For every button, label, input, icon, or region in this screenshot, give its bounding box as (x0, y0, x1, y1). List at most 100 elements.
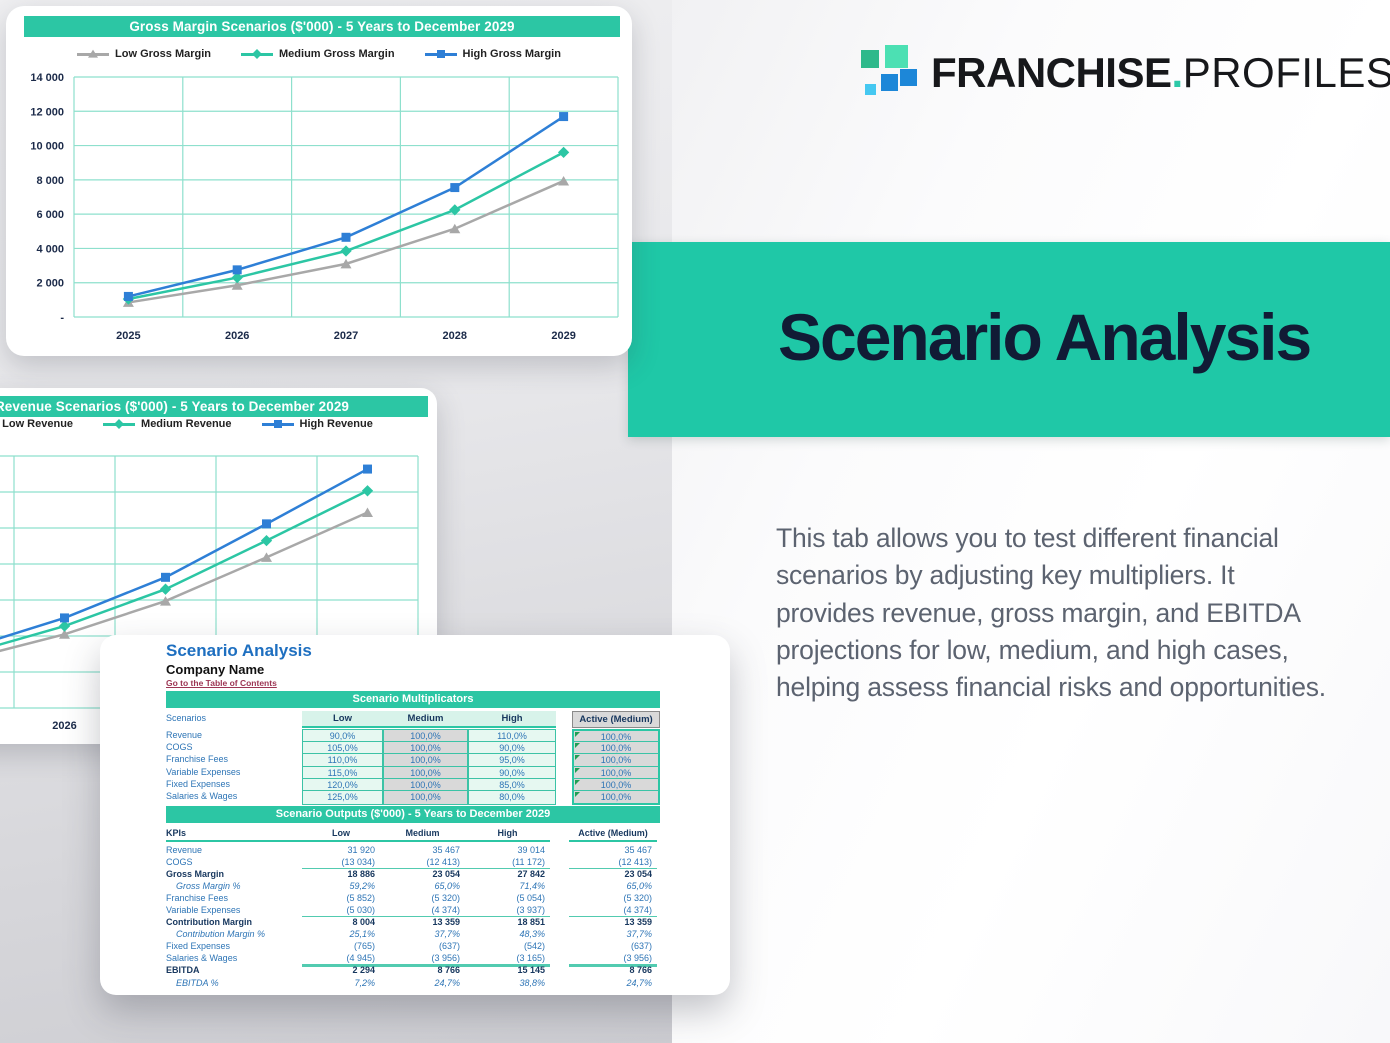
spacer (550, 868, 569, 880)
svg-text:2027: 2027 (334, 330, 358, 342)
value-active: (3 956) (569, 952, 657, 968)
row-label: Fixed Expenses (166, 778, 231, 789)
value-medium: (12 413) (380, 856, 465, 870)
value-high: (11 172) (465, 856, 550, 870)
gross-margin-chart-legend: Low Gross Margin Medium Gross Margin High … (6, 48, 632, 60)
kpi-label: Fixed Expenses (166, 941, 231, 952)
multiplier-cell-medium[interactable]: 100,0% (383, 789, 468, 806)
multiplier-cell-active[interactable]: 100,0% (572, 777, 660, 792)
hero-band: Scenario Analysis (628, 242, 1390, 437)
background-right (672, 0, 1390, 1043)
value-medium: (4 374) (380, 904, 465, 918)
gross-margin-chart-title: Gross Margin Scenarios ($'000) - 5 Years… (24, 16, 620, 37)
table-row: Gross Margin % 59,2% 65,0% 71,4% 65,0% (166, 880, 660, 892)
column-header-active: Active (Medium) (572, 711, 660, 728)
value-medium: 65,0% (434, 881, 460, 892)
kpi-label: EBITDA (166, 965, 200, 976)
column-header-high: High (465, 826, 550, 842)
value-medium: (3 956) (380, 952, 465, 968)
kpi-label: Revenue (166, 845, 203, 855)
value-active: 23 054 (624, 869, 652, 880)
svg-text:6 000: 6 000 (36, 209, 64, 221)
outputs-header-row: KPIs Low Medium High Active (Medium) (166, 826, 660, 842)
column-header-medium: Medium (380, 826, 465, 842)
legend-label: Medium Gross Margin (279, 48, 395, 60)
value-active: (4 374) (569, 904, 657, 918)
multiplier-cell-active[interactable]: 100,0% (572, 789, 660, 806)
svg-text:2026: 2026 (225, 330, 249, 342)
table-row: Franchise Fees (5 852) (5 320) (5 054) (5 32… (166, 892, 660, 904)
svg-text:8 000: 8 000 (36, 175, 64, 187)
table-of-contents-link[interactable]: Go to the Table of Contents (166, 678, 277, 688)
svg-text:2026: 2026 (52, 720, 76, 732)
square-marker-icon (261, 420, 294, 428)
legend-label: High Revenue (299, 418, 373, 430)
spacer (550, 977, 569, 989)
svg-text:14 000: 14 000 (30, 72, 64, 84)
kpi-label: EBITDA % (176, 977, 219, 988)
value-high: (3 165) (465, 952, 550, 968)
value-active: 37,7% (626, 929, 652, 940)
value-low: (4 945) (302, 952, 380, 968)
column-header-scenarios: Scenarios (166, 713, 207, 723)
svg-text:2029: 2029 (551, 330, 575, 342)
legend-item: Low Revenue (0, 418, 73, 430)
value-active: 24,7% (626, 977, 652, 988)
spacer (550, 964, 569, 976)
table-row: Revenue 90,0% 100,0% 110,0% 100,0% (166, 729, 660, 745)
legend-label: High Gross Margin (462, 48, 561, 60)
column-header-medium: Medium (383, 711, 468, 728)
brand-word-profiles: PROFILES (1182, 49, 1390, 96)
sheet-company-name: Company Name (166, 662, 265, 677)
value-low: 59,2% (349, 881, 375, 892)
kpi-label: COGS (166, 857, 193, 868)
column-header-kpis: KPIs (166, 826, 302, 842)
table-row: COGS 105,0% 100,0% 90,0% 100,0% (166, 741, 660, 756)
spacer (550, 844, 569, 856)
svg-text:12 000: 12 000 (30, 106, 64, 118)
value-low: 8 004 (352, 917, 375, 928)
value-medium: (5 320) (431, 893, 460, 904)
table-row: COGS (13 034) (12 413) (11 172) (12 413) (166, 856, 660, 870)
value-medium: 24,7% (434, 977, 460, 988)
kpi-label: Variable Expenses (166, 905, 241, 916)
spacer (550, 826, 569, 842)
value-medium: 35 467 (432, 845, 460, 855)
value-high: (3 937) (465, 904, 550, 918)
scenario-sheet-card: Scenario Analysis Company Name Go to the… (100, 635, 730, 995)
outputs-table: KPIs Low Medium High Active (Medium) Revenue 3… (166, 826, 660, 989)
value-high: 48,3% (519, 929, 545, 940)
value-high: (542) (523, 941, 545, 952)
value-active: 8 766 (629, 965, 652, 976)
value-high: 39 014 (517, 845, 545, 855)
table-row: EBITDA 2 294 8 766 15 145 8 766 (166, 964, 660, 976)
table-row: Salaries & Wages (4 945) (3 956) (3 165) (3 … (166, 952, 660, 968)
value-low: (765) (353, 941, 375, 952)
legend-label: Low Revenue (2, 418, 74, 430)
svg-text:2025: 2025 (116, 330, 140, 342)
column-header-high: High (468, 711, 556, 728)
page-title: Scenario Analysis (778, 299, 1312, 374)
value-high: 15 145 (517, 965, 545, 976)
logo-square-blue-left (881, 74, 898, 91)
svg-text:2 000: 2 000 (36, 278, 64, 290)
triangle-marker-icon (77, 49, 110, 58)
value-high: 27 842 (517, 869, 545, 880)
kpi-label: Contribution Margin % (176, 929, 266, 940)
multiplier-cell-low[interactable]: 125,0% (302, 789, 383, 806)
legend-item: Medium Revenue (103, 418, 232, 430)
value-low: 2 294 (352, 965, 375, 976)
spacer (556, 711, 572, 728)
description-text: This tab allows you to test different fi… (776, 523, 1326, 703)
value-active: (637) (630, 941, 652, 952)
value-low: 18 886 (347, 869, 375, 880)
kpi-label: Gross Margin (166, 869, 225, 880)
kpi-label: Gross Margin % (176, 881, 241, 892)
legend-label: Medium Revenue (141, 418, 232, 430)
row-label: Variable Expenses (166, 766, 241, 777)
value-medium: 8 766 (437, 965, 460, 976)
multiplier-cell-high[interactable]: 80,0% (468, 789, 556, 806)
kpi-label: Franchise Fees (166, 893, 229, 904)
row-label: Revenue (166, 730, 203, 740)
gross-margin-chart: - 2 000 4 000 6 000 8 000 10 000 12 000 14 000 2… (30, 72, 619, 342)
